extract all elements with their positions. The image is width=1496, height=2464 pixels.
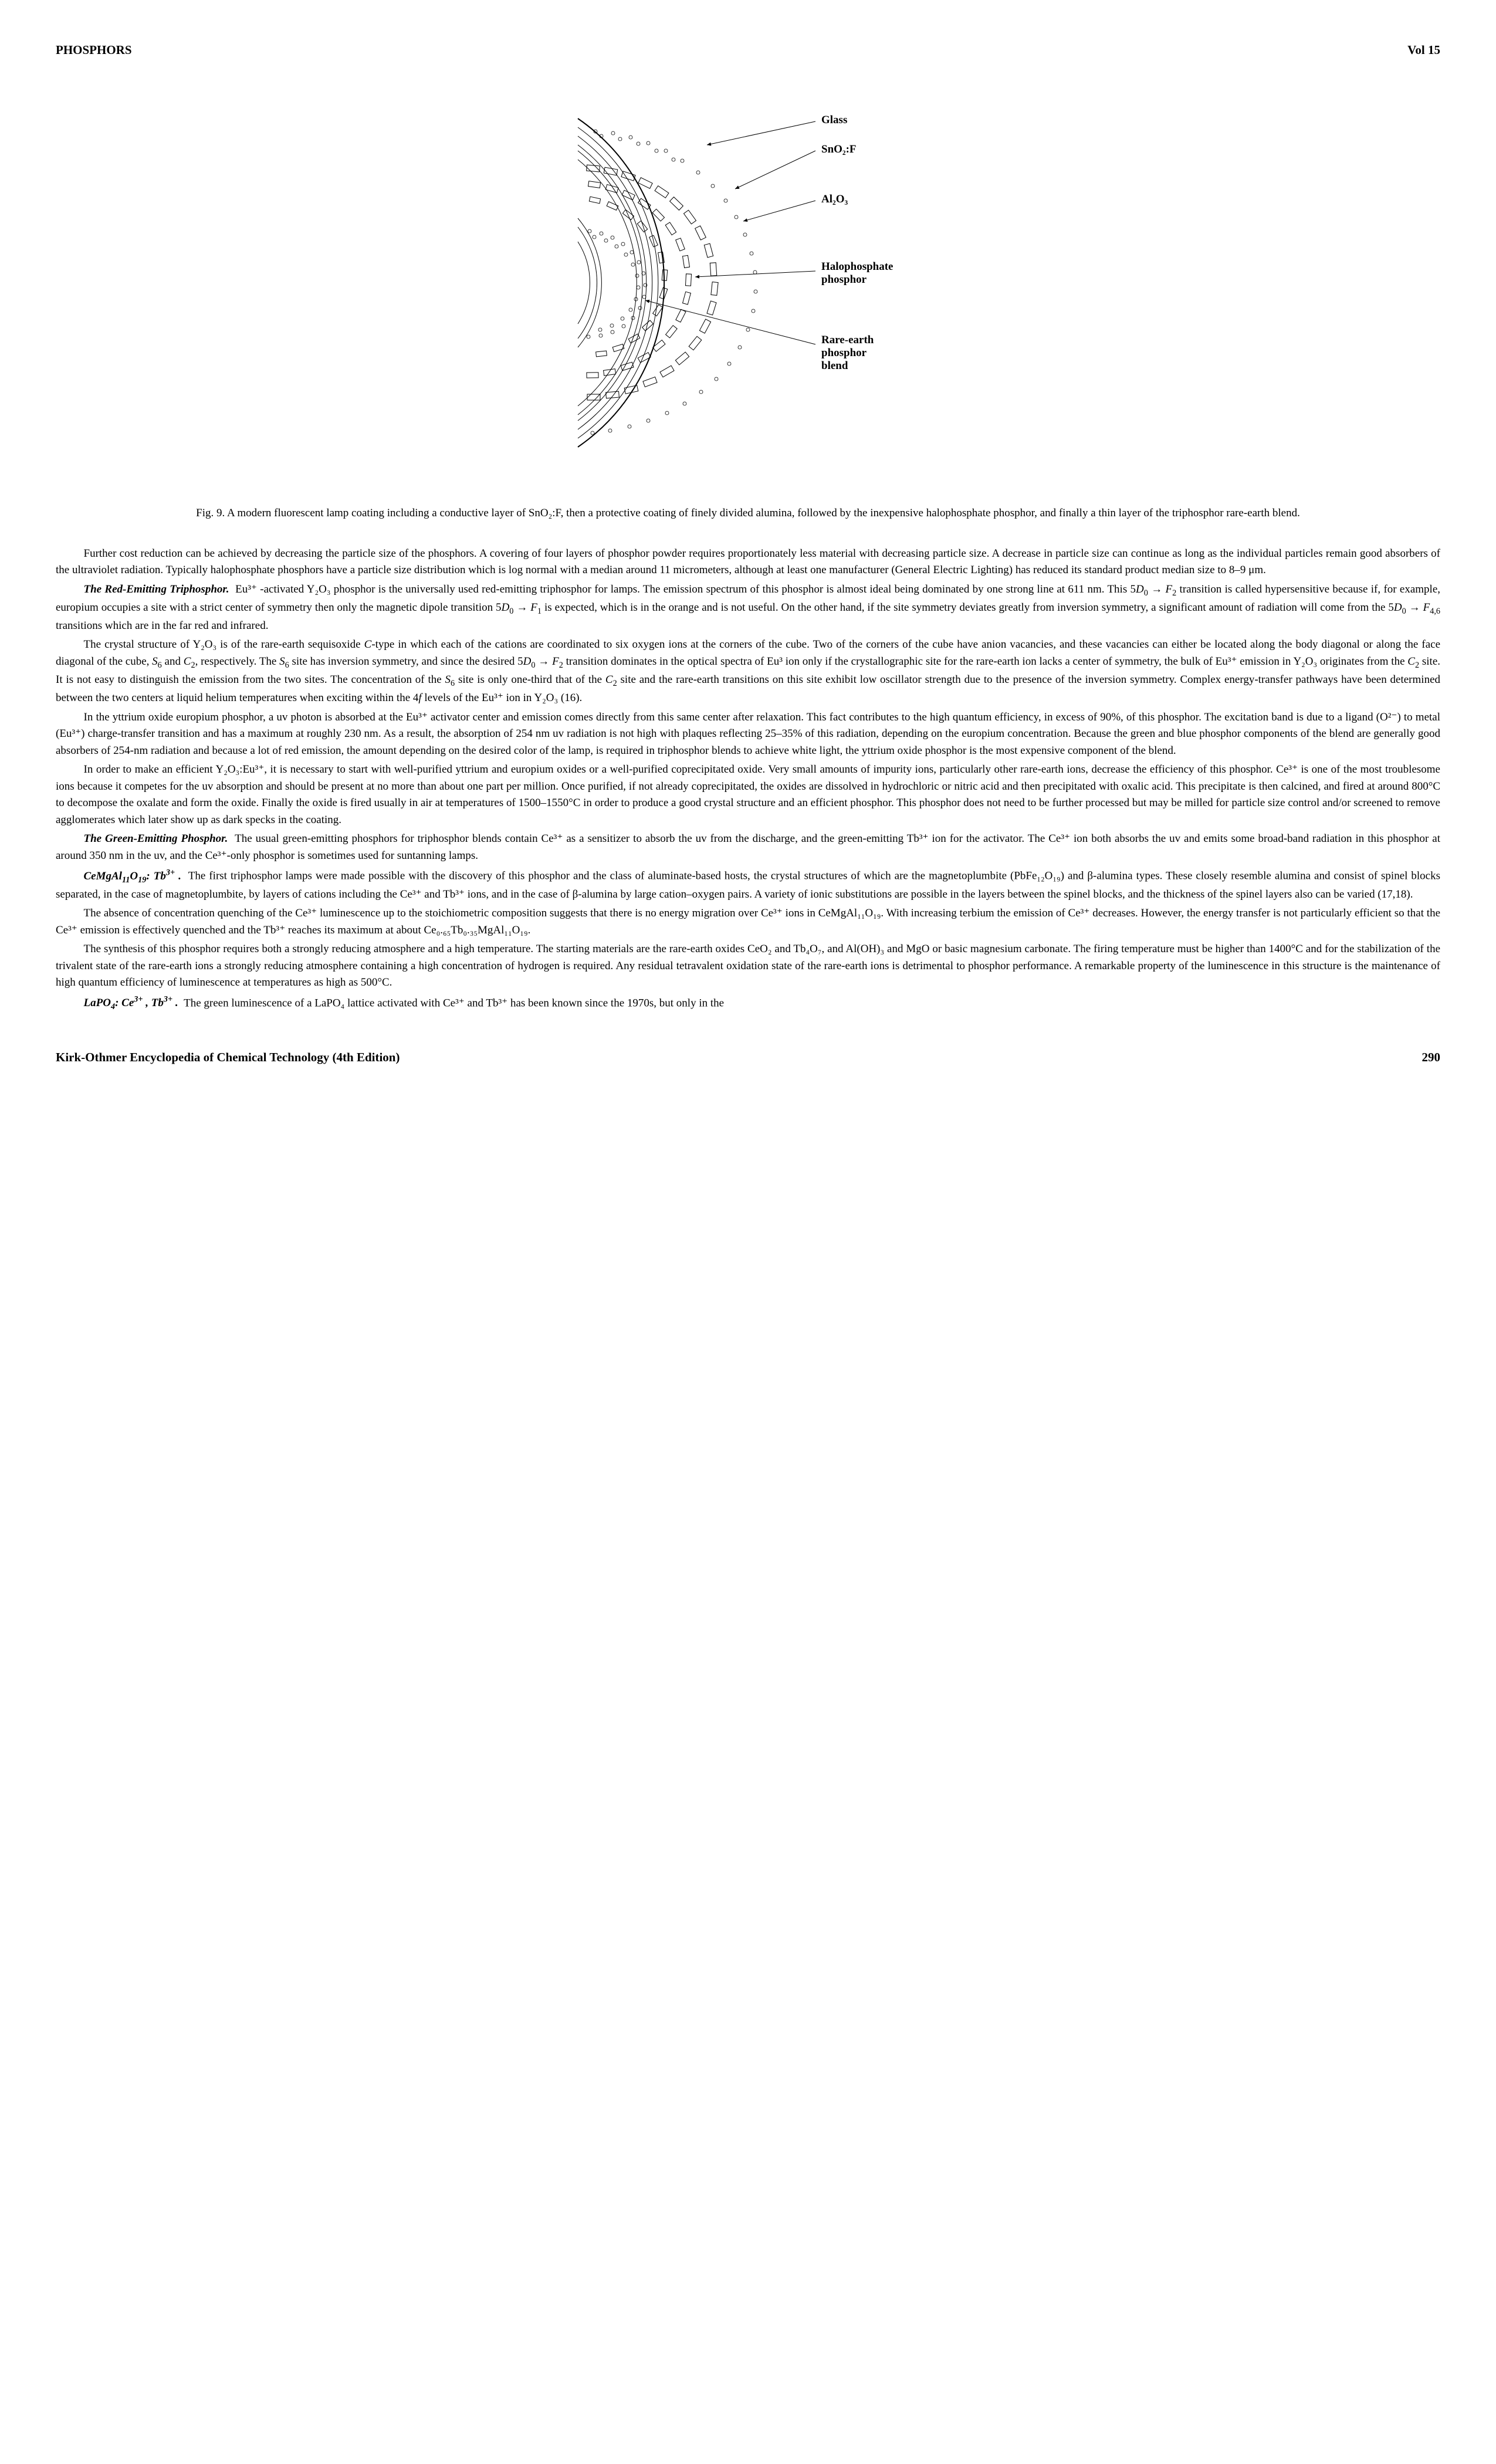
label-halo2: phosphor xyxy=(821,273,867,286)
para-6: The Green-Emitting Phosphor. The usual g… xyxy=(56,831,1440,864)
para-8: The absence of concentration quenching o… xyxy=(56,905,1440,939)
label-halo: Halophosphate xyxy=(821,260,893,273)
para-3: The crystal structure of Y₂O₃ is of the … xyxy=(56,637,1440,706)
label-glass: Glass xyxy=(821,114,847,126)
header-right: Vol 15 xyxy=(1407,41,1440,60)
heading-lapo4: LaPO4: Ce3+ , Tb3+ . xyxy=(84,997,178,1009)
body-text: Further cost reduction can be achieved b… xyxy=(56,546,1440,1014)
label-al2o3: Al₂O₃ xyxy=(821,193,848,205)
header-left: PHOSPHORS xyxy=(56,41,132,60)
label-rare3: blend xyxy=(821,360,848,372)
page-footer: Kirk-Othmer Encyclopedia of Chemical Tec… xyxy=(56,1048,1440,1067)
heading-cemgal: CeMgAl11O19: Tb3+ . xyxy=(84,870,181,882)
heading-red: The Red-Emitting Triphosphor. xyxy=(84,583,229,595)
para-4: In the yttrium oxide europium phosphor, … xyxy=(56,709,1440,760)
para-7: CeMgAl11O19: Tb3+ . The first triphospho… xyxy=(56,867,1440,903)
footer-left: Kirk-Othmer Encyclopedia of Chemical Tec… xyxy=(56,1048,400,1067)
para-2: The Red-Emitting Triphosphor. Eu³⁺ -acti… xyxy=(56,581,1440,635)
heading-green: The Green-Emitting Phosphor. xyxy=(84,832,228,845)
label-rare2: phosphor xyxy=(821,347,867,359)
para-9: The synthesis of this phosphor requires … xyxy=(56,941,1440,991)
page-header: PHOSPHORS Vol 15 xyxy=(56,41,1440,60)
para-10: LaPO4: Ce3+ , Tb3+ . The green luminesce… xyxy=(56,994,1440,1014)
lamp-coating-diagram: Glass SnO₂:F Al₂O₃ Halophosphate phospho… xyxy=(484,83,1012,482)
para-1: Further cost reduction can be achieved b… xyxy=(56,546,1440,579)
para-5: In order to make an efficient Y₂O₃:Eu³⁺,… xyxy=(56,761,1440,828)
label-rare: Rare-earth xyxy=(821,334,874,346)
figure-9: Glass SnO₂:F Al₂O₃ Halophosphate phospho… xyxy=(56,83,1440,488)
label-sno2f: SnO₂:F xyxy=(821,143,857,155)
footer-right: 290 xyxy=(1422,1048,1441,1067)
figure-caption: Fig. 9. A modern fluorescent lamp coatin… xyxy=(103,505,1393,522)
